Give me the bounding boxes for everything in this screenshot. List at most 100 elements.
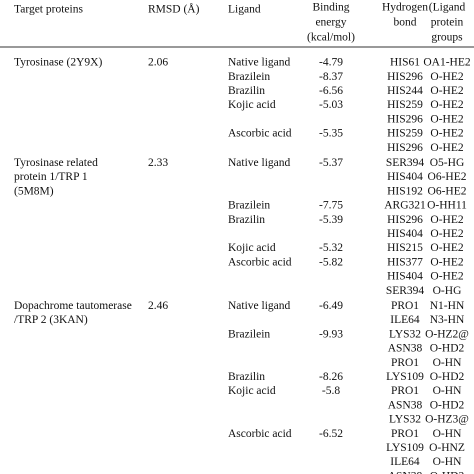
hydrogen-bond: ASN38 <box>388 399 423 411</box>
ligand-protein-group: O-HE2 <box>430 242 463 254</box>
hydrogen-bond: HIS404 <box>387 271 423 283</box>
ligand: Brazilin <box>228 371 265 383</box>
binding-energy: -5.8 <box>322 385 340 397</box>
ligand-protein-group: O5-HG <box>430 157 465 169</box>
ligand-protein-group: O-HE2 <box>430 128 463 140</box>
binding-energy: -5.39 <box>319 214 343 226</box>
hydrogen-bond: ILE64 <box>390 456 420 468</box>
hydrogen-bond: ILE64 <box>390 314 420 326</box>
ligand-protein-group: O-HD2 <box>430 470 465 474</box>
hydrogen-bond: LYS32 <box>389 414 421 426</box>
header-cell: (Ligand <box>429 2 466 14</box>
hydrogen-bond: ASN38 <box>388 470 423 474</box>
hydrogen-bond: PRO1 <box>391 385 419 397</box>
hydrogen-bond: HIS61 <box>390 57 420 69</box>
ligand: Native ligand <box>228 157 291 169</box>
ligand-protein-group: O-HH11 <box>427 200 467 212</box>
hydrogen-bond: SER394 <box>386 285 425 297</box>
ligand: Kojic acid <box>228 385 276 397</box>
binding-energy: -5.82 <box>319 256 343 268</box>
ligand-protein-group: O-HD2 <box>430 343 465 355</box>
target-protein: /TRP 2 (3KAN) <box>14 314 88 326</box>
binding-energy: -6.56 <box>319 85 343 97</box>
hydrogen-bond: ARG321 <box>384 200 426 212</box>
binding-energy: -8.26 <box>319 371 343 383</box>
ligand-protein-group: O-HD2 <box>430 399 465 411</box>
header-cell: energy <box>315 17 346 29</box>
binding-energy: -9.93 <box>319 328 343 340</box>
hydrogen-bond: HIS296 <box>387 142 423 154</box>
binding-energy: -7.75 <box>319 200 343 212</box>
hydrogen-bond: SER394 <box>386 157 425 169</box>
header-cell: groups <box>431 32 463 44</box>
header-cell: Ligand <box>228 4 261 16</box>
hydrogen-bond: PRO1 <box>391 357 419 369</box>
ligand-protein-group: O-HNZ <box>429 442 465 454</box>
ligand-protein-group: O6-HE2 <box>428 185 467 197</box>
binding-energy: -8.37 <box>319 71 343 83</box>
ligand-protein-group: O6-HE2 <box>428 171 467 183</box>
ligand-protein-group: O-HE2 <box>430 99 463 111</box>
ligand-protein-group: O-HE2 <box>430 71 463 83</box>
ligand-protein-group: O-HN <box>433 385 462 397</box>
hydrogen-bond: HIS192 <box>387 185 423 197</box>
binding-energy: -4.79 <box>319 57 343 69</box>
hydrogen-bond: HIS404 <box>387 171 423 183</box>
ligand-protein-group: O-HN <box>433 456 462 468</box>
ligand: Ascorbic acid <box>228 256 292 268</box>
ligand: Native ligand <box>228 57 291 69</box>
ligand-protein-group: O-HG <box>433 285 462 297</box>
hydrogen-bond: HIS215 <box>387 242 423 254</box>
binding-energy: -5.32 <box>319 242 343 254</box>
header-cell: RMSD (Å) <box>148 2 200 16</box>
target-protein: Tyrosinase related <box>14 157 98 169</box>
hydrogen-bond: HIS296 <box>387 71 423 83</box>
ligand: Brazilein <box>228 71 270 83</box>
rmsd: 2.06 <box>148 57 168 69</box>
ligand-protein-group: O-HE2 <box>430 142 463 154</box>
ligand: Brazilein <box>228 328 270 340</box>
target-protein: protein 1/TRP 1 <box>14 171 88 183</box>
header-cell: protein <box>431 17 464 29</box>
hydrogen-bond: HIS296 <box>387 214 423 226</box>
rmsd: 2.33 <box>148 157 168 169</box>
header-cell: Binding <box>312 2 349 14</box>
ligand: Brazilein <box>228 200 270 212</box>
ligand: Kojic acid <box>228 242 276 254</box>
ligand-protein-group: O-HE2 <box>430 113 463 125</box>
rmsd: 2.46 <box>148 300 168 312</box>
ligand-protein-group: O-HE2 <box>430 256 463 268</box>
header-cell: bond <box>394 17 417 29</box>
hydrogen-bond: HIS377 <box>387 256 423 268</box>
hydrogen-bond: PRO1 <box>391 300 419 312</box>
ligand-protein-group: O-HN <box>433 357 462 369</box>
binding-energy: -5.03 <box>319 99 343 111</box>
binding-energy: -5.35 <box>319 128 343 140</box>
hydrogen-bond: LYS109 <box>386 371 424 383</box>
hydrogen-bond: PRO1 <box>391 428 419 440</box>
ligand: Ascorbic acid <box>228 128 292 140</box>
ligand-protein-group: O-HZ3@ <box>425 414 469 426</box>
ligand-protein-group: O-HE2 <box>430 228 463 240</box>
binding-energy: -5.37 <box>319 157 343 169</box>
ligand-protein-group: O-HE2 <box>430 271 463 283</box>
header-cell: Hydrogen <box>382 2 428 14</box>
ligand-protein-group: O-HN <box>433 428 462 440</box>
ligand: Brazilin <box>228 85 265 97</box>
hydrogen-bond: HIS404 <box>387 228 423 240</box>
hydrogen-bond: ASN38 <box>388 343 423 355</box>
target-protein: (5M8M) <box>14 185 54 197</box>
ligand: Brazilin <box>228 214 265 226</box>
hydrogen-bond: HIS259 <box>387 128 423 140</box>
ligand-protein-group: N3-HN <box>430 314 465 326</box>
ligand-protein-group: O-HZ2@ <box>425 328 469 340</box>
hydrogen-bond: LYS32 <box>389 328 421 340</box>
ligand: Kojic acid <box>228 99 276 111</box>
hydrogen-bond: HIS296 <box>387 113 423 125</box>
target-protein: Dopachrome tautomerase <box>14 300 132 312</box>
ligand-protein-group: OA1-HE2 <box>423 57 471 69</box>
ligand-protein-group: O-HD2 <box>430 371 465 383</box>
header-cell: Target proteins <box>14 4 83 16</box>
